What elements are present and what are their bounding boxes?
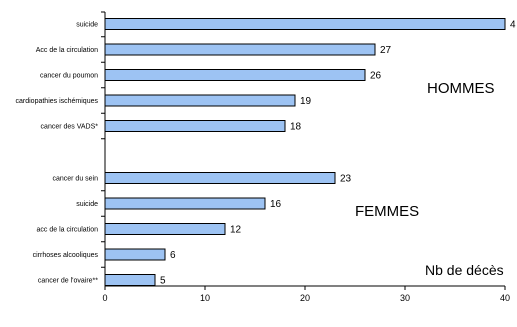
bar <box>105 249 165 260</box>
value-label: 27 <box>380 45 392 56</box>
value-label: 12 <box>230 225 242 236</box>
category-label: suicide <box>76 22 98 29</box>
category-label: suicide <box>76 201 98 208</box>
category-label: Acc de la circulation <box>36 47 98 54</box>
group-label-hommes: HOMMES <box>427 80 495 97</box>
bar <box>105 19 505 30</box>
bar <box>105 275 155 286</box>
category-label: cirrhoses alcooliques <box>33 252 99 259</box>
value-label: 23 <box>340 174 352 185</box>
value-label: 6 <box>170 250 176 261</box>
value-label: 16 <box>270 199 282 210</box>
category-label: cardiopathies ischémiques <box>16 98 99 105</box>
value-label: 4 <box>510 20 516 31</box>
bar <box>105 173 335 184</box>
category-label: acc de la circulation <box>37 227 99 234</box>
group-label-femmes: FEMMES <box>355 203 419 220</box>
category-label: cancer de l'ovaire** <box>38 278 98 285</box>
category-label: cancer du sein <box>52 176 98 183</box>
value-label: 26 <box>370 71 382 82</box>
bar <box>105 70 365 81</box>
category-label: cancer des VADS* <box>41 124 99 131</box>
plot-area: suicide 4 Acc de la circulation 27 cancer du… <box>16 12 517 303</box>
units-annotation: Nb de décès <box>425 262 504 278</box>
x-tick-label: 40 <box>500 293 510 303</box>
value-label: 19 <box>300 96 312 107</box>
x-tick-label: 0 <box>102 293 107 303</box>
value-label: 5 <box>160 276 166 287</box>
bar <box>105 198 265 209</box>
bar <box>105 121 285 132</box>
x-tick-label: 30 <box>400 293 410 303</box>
value-label: 18 <box>290 122 302 133</box>
bar <box>105 224 225 235</box>
bar <box>105 95 295 106</box>
x-tick-label: 10 <box>200 293 210 303</box>
bar <box>105 44 375 55</box>
category-label: cancer du poumon <box>40 73 98 80</box>
x-tick-label: 20 <box>300 293 310 303</box>
